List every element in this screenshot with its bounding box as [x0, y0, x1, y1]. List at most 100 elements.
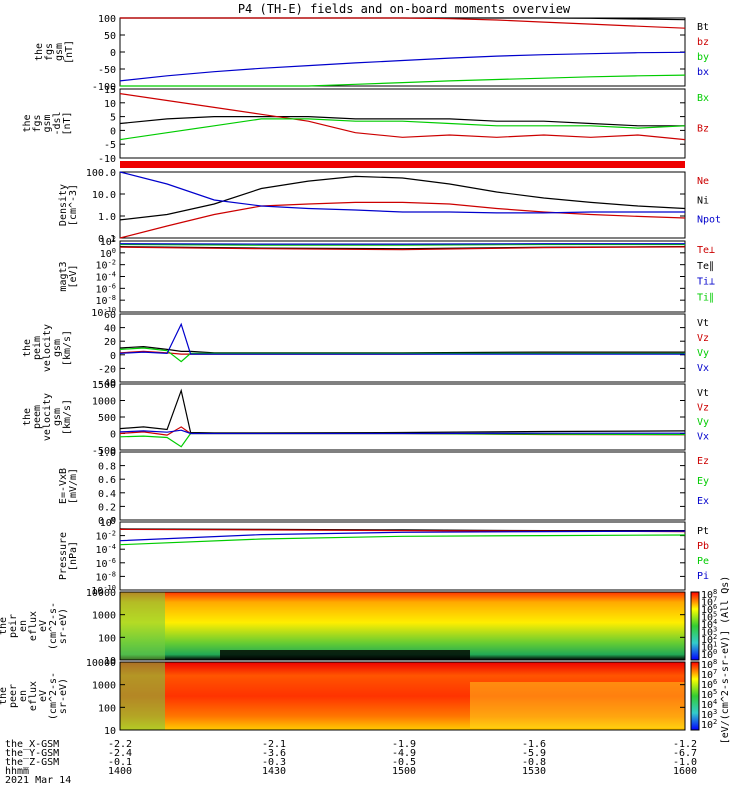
x-row-value: 1600: [673, 766, 697, 777]
y-tick-label: 10-10: [91, 584, 116, 597]
colorbar-tick: 103: [701, 708, 717, 721]
legend-ex: Ex: [697, 496, 709, 507]
y-tick-label: 10-4: [96, 543, 116, 556]
legend-vy: Vy: [697, 417, 709, 428]
y-tick-label: 0.6: [98, 475, 116, 486]
y-tick-label: 10.0: [92, 190, 116, 201]
y-tick-label: 10000: [86, 588, 116, 599]
y-axis-label-line: en: [18, 690, 29, 702]
colorbar-bottom: [690, 661, 700, 731]
panel-frame: [119, 383, 686, 451]
y-tick-label: -40: [98, 378, 116, 389]
y-tick-label: -5: [104, 140, 116, 151]
y-tick-label: 1.0: [98, 212, 116, 223]
x-row-value: -0.8: [522, 757, 546, 768]
y-tick-label: 100: [98, 703, 116, 714]
y-axis-label-line: the: [22, 408, 33, 426]
y-tick-label: 10-2: [96, 259, 116, 272]
x-row-value: 1430: [262, 766, 286, 777]
x-row-value: -1.2: [673, 739, 697, 750]
heatmap-field: [120, 592, 685, 660]
colorbar-tick: 108: [701, 588, 717, 601]
series-vt: [119, 345, 685, 354]
y-axis-label-line: velocity: [42, 324, 53, 372]
y-tick-label: 100: [100, 247, 116, 260]
series-ti∥: [119, 243, 685, 246]
colorbar-tick: 107: [701, 668, 717, 681]
legend-vt: Vt: [697, 388, 709, 399]
y-axis-label-line: Pressure: [58, 532, 69, 580]
y-tick-label: 1.0: [98, 448, 116, 459]
y-tick-label: 100: [98, 633, 116, 644]
y-tick-label: 5: [110, 113, 116, 124]
legend-vx: Vx: [697, 363, 709, 374]
legend-bx: bx: [697, 67, 709, 78]
y-tick-label: 50: [104, 31, 116, 42]
legend-vy: Vy: [697, 348, 709, 359]
y-axis-label-line: eflux: [28, 611, 39, 641]
panel-density: 100.0 10.0 1.0 0.1 Density [cm^-3] Ne Ni Npot: [58, 168, 721, 245]
series-npot: [119, 171, 685, 214]
y-axis-label-line: [nPa]: [68, 541, 79, 571]
x-row-value: -1.6: [522, 739, 546, 750]
y-tick-label: 0.2: [98, 502, 116, 513]
quality-flag-bar: [120, 161, 685, 168]
y-tick-label: 10-2: [96, 530, 116, 543]
colorbar-tick: 102: [701, 633, 717, 646]
legend-bt: Bt: [697, 22, 709, 33]
y-axis-label-line: peir: [8, 614, 19, 638]
y-tick-label: 10000: [86, 658, 116, 669]
x-row-value: 1530: [522, 766, 546, 777]
y-tick-label: 10-6: [96, 557, 116, 570]
x-row-value: -5.9: [522, 748, 546, 759]
x-row-label: the_Z-GSM: [5, 757, 59, 768]
y-axis-label-line: velocity: [42, 393, 53, 441]
heatmap-light-region: [470, 682, 685, 728]
legend-npot: Npot: [697, 215, 721, 226]
heatmap-field: [120, 662, 685, 730]
y-tick-label: 10: [104, 99, 116, 110]
y-tick-label: 0.8: [98, 462, 116, 473]
legend-pt: Pt: [697, 526, 709, 537]
legend-vz: Vz: [697, 403, 709, 414]
y-tick-label: 100: [98, 14, 116, 25]
x-row-value: -6.7: [673, 748, 697, 759]
y-tick-label: -50: [98, 65, 116, 76]
y-axis-label-line: eV: [38, 620, 49, 632]
series-ne: [119, 201, 686, 239]
legend-ti∥: Ti∥: [697, 292, 714, 303]
y-axis-label-line: E=-VxB: [58, 468, 69, 504]
y-axis-label-line: peim: [32, 336, 43, 360]
panel-e_field: 1.0 0.8 0.6 0.4 0.2 0.0 E=-VxB [mV/m] Ez Ey Ex: [58, 448, 709, 527]
x-row-value: -1.9: [392, 739, 416, 750]
y-axis-label-line: gsm: [52, 339, 63, 357]
y-tick-label: 10-10: [91, 306, 116, 319]
x-axis-annotations: the_X-GSM -2.2 -2.1 -1.9 -1.6 -1.2 the_Y-GSM -2…: [5, 739, 697, 786]
y-axis-label-line: the: [0, 617, 9, 635]
panel-fgs_gsm: 100 50 0 -50 -100 the fgs gsm [nT] Bt bz by bx: [34, 14, 709, 93]
y-axis-label-line: magt3: [58, 261, 69, 291]
x-axis-date: 2021 Mar 14: [5, 775, 71, 786]
y-axis-label-line: gsm: [54, 43, 65, 61]
legend-te⊥: Te⊥: [697, 245, 715, 256]
y-tick-label: 100: [100, 516, 116, 529]
y-tick-label: 10: [104, 726, 116, 737]
y-tick-label: 0: [110, 48, 116, 59]
colorbar-tick: 108: [701, 658, 717, 671]
y-tick-label: 100.0: [86, 168, 116, 179]
y-axis-label-line: fgs: [32, 114, 43, 132]
y-tick-label: 40: [104, 324, 116, 335]
legend-vz: Vz: [697, 333, 709, 344]
x-row-value: -1.0: [673, 757, 697, 768]
series-te⊥: [119, 246, 686, 251]
series-vy: [119, 432, 686, 448]
panel-peim_velocity: 60 40 20 0 -20 -40 the peim velocity gsm [km/s] Vt V…: [22, 310, 709, 389]
series-bt: [119, 115, 685, 127]
y-tick-label: 60: [104, 310, 116, 321]
legend-vt: Vt: [697, 318, 709, 329]
y-tick-label: 0: [110, 351, 116, 362]
